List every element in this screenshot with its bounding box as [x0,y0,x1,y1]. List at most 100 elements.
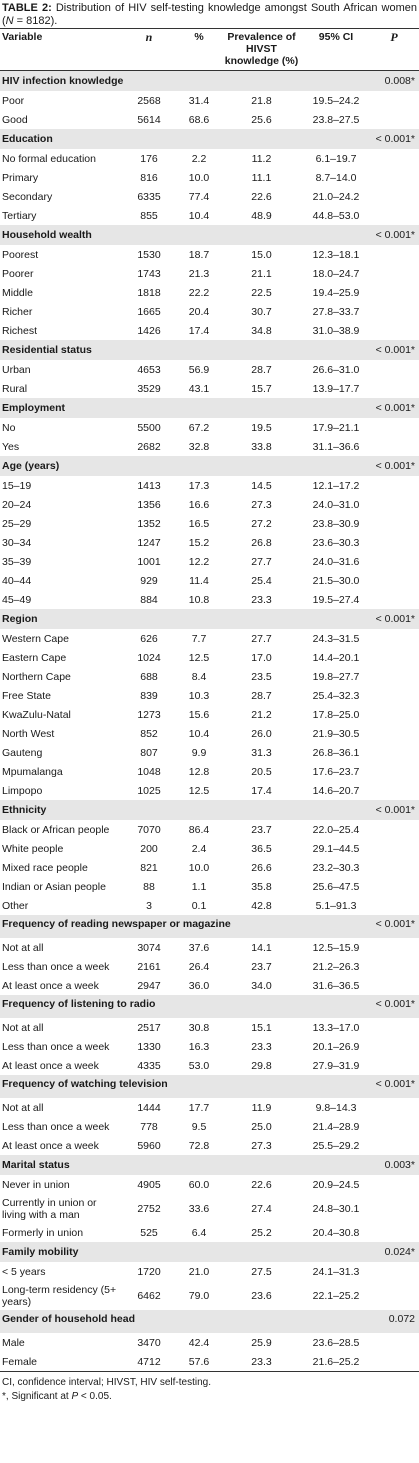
row-p-empty [369,648,419,667]
row-n: 626 [140,632,158,645]
group-title: Education [0,129,369,149]
row-label: Gauteng [2,746,43,759]
row-prevalence: 17.4 [251,784,272,797]
row-n: 6462 [137,1289,161,1302]
row-p-empty [369,1117,419,1136]
row-ci: 14.4–20.1 [312,651,360,664]
row-label: Eastern Cape [2,651,67,664]
row-n: 2161 [137,960,161,973]
row-prevalence: 33.8 [251,440,272,453]
row-percent: 26.4 [188,960,210,973]
row-ci: 26.6–31.0 [312,363,360,376]
row-ci: 13.9–17.7 [312,382,360,395]
row-ci: 8.7–14.0 [315,171,357,184]
row-label: 40–44 [2,574,32,587]
row-p-empty [369,1281,419,1310]
row-ci: 24.3–31.5 [312,632,360,645]
row-p-empty [369,245,419,264]
row-p-empty [369,1136,419,1155]
row-percent: 10.4 [188,209,210,222]
row-p-empty [369,264,419,283]
group-p-value: 0.008* [369,70,419,91]
table-row: Richest 1426 17.4 34.8 31.0–38.9 [0,321,419,340]
row-prevalence: 23.3 [251,1040,272,1053]
row-n: 3529 [137,382,161,395]
row-p-empty [369,976,419,995]
row-ci: 23.6–30.3 [312,536,360,549]
row-ci: 17.9–21.1 [312,421,360,434]
row-ci: 20.9–24.5 [312,1178,360,1191]
row-prevalence: 17.0 [251,651,272,664]
data-table: Variable n % Prevalence of HIVST knowled… [0,28,419,1404]
header-prevalence: Prevalence of HIVST knowledge (%) [220,28,303,71]
row-percent: 15.2 [188,536,210,549]
row-ci: 27.8–33.7 [312,305,360,318]
table-row: 40–44 929 11.4 25.4 21.5–30.0 [0,571,419,590]
group-p-value: 0.024* [369,1242,419,1262]
row-ci: 21.4–28.9 [312,1120,360,1133]
table-row: Free State 839 10.3 28.7 25.4–32.3 [0,686,419,705]
row-percent: 10.0 [188,861,210,874]
row-ci: 31.1–36.6 [312,440,360,453]
row-prevalence: 22.5 [251,286,272,299]
group-header-row: Frequency of watching television < 0.001* [0,1075,419,1098]
row-percent: 16.6 [188,498,210,511]
table-row: Mpumalanga 1048 12.8 20.5 17.6–23.7 [0,762,419,781]
table-row: Rural 3529 43.1 15.7 13.9–17.7 [0,379,419,398]
row-p-empty [369,938,419,957]
group-p-value: < 0.001* [369,456,419,476]
row-prevalence: 48.9 [251,209,272,222]
row-ci: 24.0–31.6 [312,555,360,568]
table-row: No 5500 67.2 19.5 17.9–21.1 [0,418,419,437]
row-percent: 6.4 [191,1226,207,1239]
row-ci: 27.9–31.9 [312,1059,360,1072]
row-n: 1530 [137,248,161,261]
row-n: 2947 [137,979,161,992]
row-prevalence: 11.2 [251,152,272,165]
row-ci: 23.8–30.9 [312,517,360,530]
row-percent: 43.1 [188,382,210,395]
row-p-empty [369,418,419,437]
row-n: 4335 [137,1059,161,1072]
row-n: 88 [143,880,155,893]
row-label: At least once a week [2,979,99,992]
row-n: 1426 [137,324,161,337]
table-row: Northern Cape 688 8.4 23.5 19.8–27.7 [0,667,419,686]
row-p-empty [369,667,419,686]
row-percent: 0.1 [191,899,207,912]
group-title: Employment [0,398,369,418]
row-prevalence: 25.4 [251,574,272,587]
row-n: 1356 [137,498,161,511]
row-n: 5500 [137,421,161,434]
row-label: Mixed race people [2,861,88,874]
row-n: 1330 [137,1040,161,1053]
row-percent: 56.9 [188,363,210,376]
table-row: 35–39 1001 12.2 27.7 24.0–31.6 [0,552,419,571]
table-row: At least once a week 4335 53.0 29.8 27.9–31.… [0,1056,419,1075]
table-row: Poor 2568 31.4 21.8 19.5–24.2 [0,91,419,110]
row-percent: 15.6 [188,708,210,721]
row-prevalence: 27.7 [251,632,272,645]
row-prevalence: 22.6 [251,190,272,203]
row-ci: 20.1–26.9 [312,1040,360,1053]
footnote-cell: CI, confidence interval; HIVST, HIV self… [0,1371,419,1404]
group-title: Residential status [0,340,369,360]
row-label: Not at all [2,1101,44,1114]
table-row: Other 3 0.1 42.8 5.1–91.3 [0,896,419,915]
row-label: Mpumalanga [2,765,63,778]
row-ci: 13.3–17.0 [312,1021,360,1034]
row-p-empty [369,206,419,225]
row-p-empty [369,360,419,379]
row-label: Currently in union or living with a man [2,1196,97,1221]
group-title: HIV infection knowledge [0,70,369,91]
group-p-value: < 0.001* [369,915,419,938]
table-row: Yes 2682 32.8 33.8 31.1–36.6 [0,437,419,456]
row-label: Free State [2,689,52,702]
row-p-empty [369,1175,419,1194]
row-ci: 23.6–28.5 [312,1336,360,1349]
table-row: Richer 1665 20.4 30.7 27.8–33.7 [0,302,419,321]
row-label: Less than once a week [2,960,110,973]
row-label: No formal education [2,152,96,165]
header-ci: 95% CI [303,28,369,71]
row-percent: 10.3 [188,689,210,702]
